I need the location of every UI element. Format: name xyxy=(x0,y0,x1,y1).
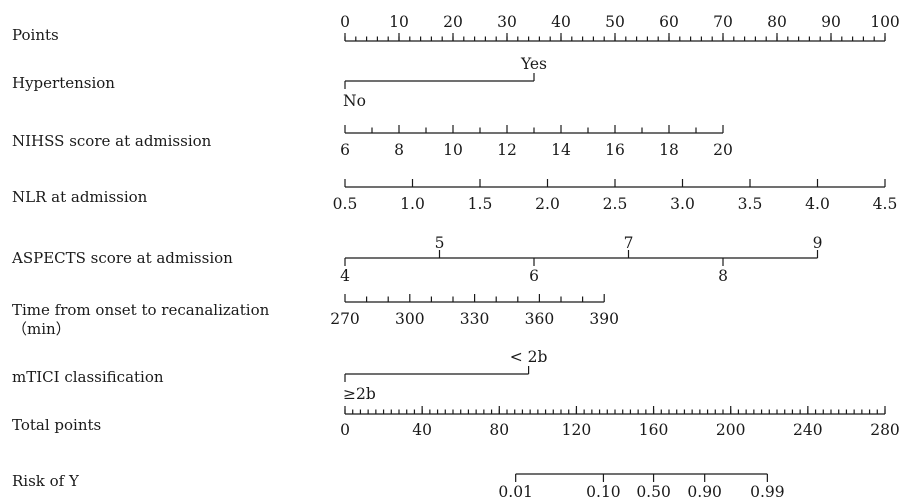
tick-label: 360 xyxy=(525,310,555,328)
tick-label: 100 xyxy=(870,13,900,31)
tick-label: 3.0 xyxy=(670,195,695,213)
tick-label: 0.01 xyxy=(498,483,533,501)
tick-label: 7 xyxy=(624,234,634,252)
tick-label: 6 xyxy=(529,267,539,285)
row-label: NIHSS score at admission xyxy=(12,132,212,150)
tick-label: 0.90 xyxy=(687,483,722,501)
row-labels: Points Hypertension NIHSS score at admissi… xyxy=(11,26,270,490)
tick-label: 0 xyxy=(340,13,350,31)
row-3: 6 8 10 12 14 16 18 20 xyxy=(340,125,733,159)
tick-label: 50 xyxy=(605,13,625,31)
tick-label: 10 xyxy=(443,141,463,159)
tick-label: 90 xyxy=(821,13,841,31)
row-label-unit: （min） xyxy=(12,320,71,338)
category-label: ≥2b xyxy=(343,385,376,403)
tick-label: 0 xyxy=(340,421,350,439)
tick-label: 0.99 xyxy=(750,483,785,501)
tick-label: 8 xyxy=(718,267,728,285)
row-label: ASPECTS score at admission xyxy=(11,249,233,267)
row-7: ≥2b < 2b xyxy=(343,348,548,403)
tick-label: 40 xyxy=(551,13,571,31)
tick-label: 1.0 xyxy=(400,195,425,213)
tick-label: 6 xyxy=(340,141,350,159)
row-1: 0 10 20 30 40 50 60 70 80 90 100 xyxy=(340,13,900,42)
tick-label: 4 xyxy=(340,267,350,285)
tick-label: 0.50 xyxy=(636,483,671,501)
tick-label: 4.5 xyxy=(873,195,898,213)
tick-label: 12 xyxy=(497,141,517,159)
tick-label: 5 xyxy=(435,234,445,252)
row-2: No Yes xyxy=(343,55,547,110)
tick-label: 240 xyxy=(793,421,823,439)
tick-label: 0.5 xyxy=(333,195,358,213)
row-label: Risk of Y xyxy=(12,472,80,490)
row-8: 0 40 80 120 160 200 240 280 xyxy=(340,406,900,439)
tick-label: 330 xyxy=(460,310,490,328)
tick-label: 4.0 xyxy=(805,195,830,213)
row-label: NLR at admission xyxy=(12,188,148,206)
tick-label: 80 xyxy=(489,421,509,439)
tick-label: 16 xyxy=(605,141,625,159)
tick-label: 390 xyxy=(589,310,619,328)
tick-label: 0.10 xyxy=(586,483,621,501)
tick-label: 270 xyxy=(330,310,360,328)
row-5: 4 5 6 7 8 9 xyxy=(340,234,822,285)
tick-label: 30 xyxy=(497,13,517,31)
tick-label: 10 xyxy=(389,13,409,31)
tick-label: 20 xyxy=(443,13,463,31)
tick-label: 160 xyxy=(639,421,669,439)
tick-label: 2.5 xyxy=(603,195,628,213)
tick-label: 300 xyxy=(395,310,425,328)
row-label: Time from onset to recanalization xyxy=(12,301,270,319)
tick-label: 200 xyxy=(716,421,746,439)
category-label: < 2b xyxy=(510,348,548,366)
tick-label: 70 xyxy=(713,13,733,31)
category-label: Yes xyxy=(520,55,547,73)
row-label: Points xyxy=(12,26,59,44)
tick-label: 3.5 xyxy=(738,195,763,213)
row-label: Hypertension xyxy=(12,74,115,92)
tick-label: 280 xyxy=(870,421,900,439)
row-4: 0.5 1.0 1.5 2.0 2.5 3.0 3.5 4.0 4.5 xyxy=(333,179,898,213)
tick-label: 2.0 xyxy=(535,195,560,213)
tick-label: 120 xyxy=(562,421,592,439)
tick-label: 8 xyxy=(394,141,404,159)
tick-label: 9 xyxy=(813,234,823,252)
tick-label: 20 xyxy=(713,141,733,159)
row-6: 270 300 330 360 390 xyxy=(330,294,619,328)
tick-label: 1.5 xyxy=(468,195,493,213)
tick-label: 80 xyxy=(767,13,787,31)
tick-label: 14 xyxy=(551,141,571,159)
tick-label: 18 xyxy=(659,141,679,159)
row-label: Total points xyxy=(12,416,101,434)
row-9: 0.01 0.10 0.50 0.90 0.99 xyxy=(498,473,785,501)
tick-label: 60 xyxy=(659,13,679,31)
tick-label: 40 xyxy=(412,421,432,439)
category-label: No xyxy=(343,92,366,110)
row-label: mTICI classification xyxy=(12,368,164,386)
